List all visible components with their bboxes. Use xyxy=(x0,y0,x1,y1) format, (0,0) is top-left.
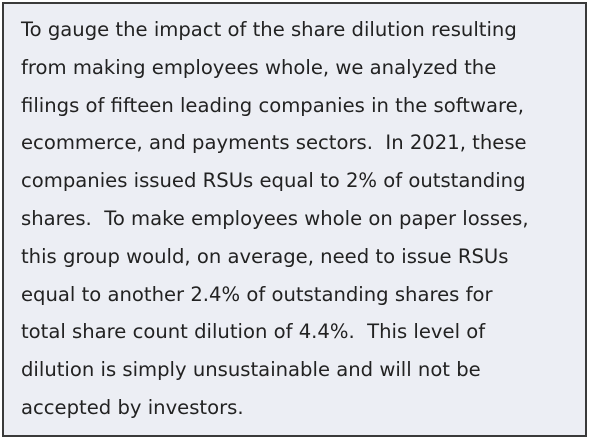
text-line: companies issued RSUs equal to 2% of out… xyxy=(21,169,526,193)
paragraph: To gauge the impact of the share dilutio… xyxy=(21,11,529,427)
text-line: from making employees whole, we analyzed… xyxy=(21,55,497,79)
text-line: dilution is simply unsustainable and wil… xyxy=(21,358,481,382)
text-line: accepted by investors. xyxy=(21,395,244,419)
text-line: this group would, on average, need to is… xyxy=(21,244,509,268)
text-line: ecommerce, and payments sectors. In 2021… xyxy=(21,131,527,155)
text-line: To gauge the impact of the share dilutio… xyxy=(21,18,517,41)
text-line: shares. To make employees whole on paper… xyxy=(21,206,529,230)
text-line: equal to another 2.4% of outstanding sha… xyxy=(21,282,493,306)
text-line: total share count dilution of 4.4%. This… xyxy=(21,320,486,344)
text-line: filings of fifteen leading companies in … xyxy=(21,93,524,117)
